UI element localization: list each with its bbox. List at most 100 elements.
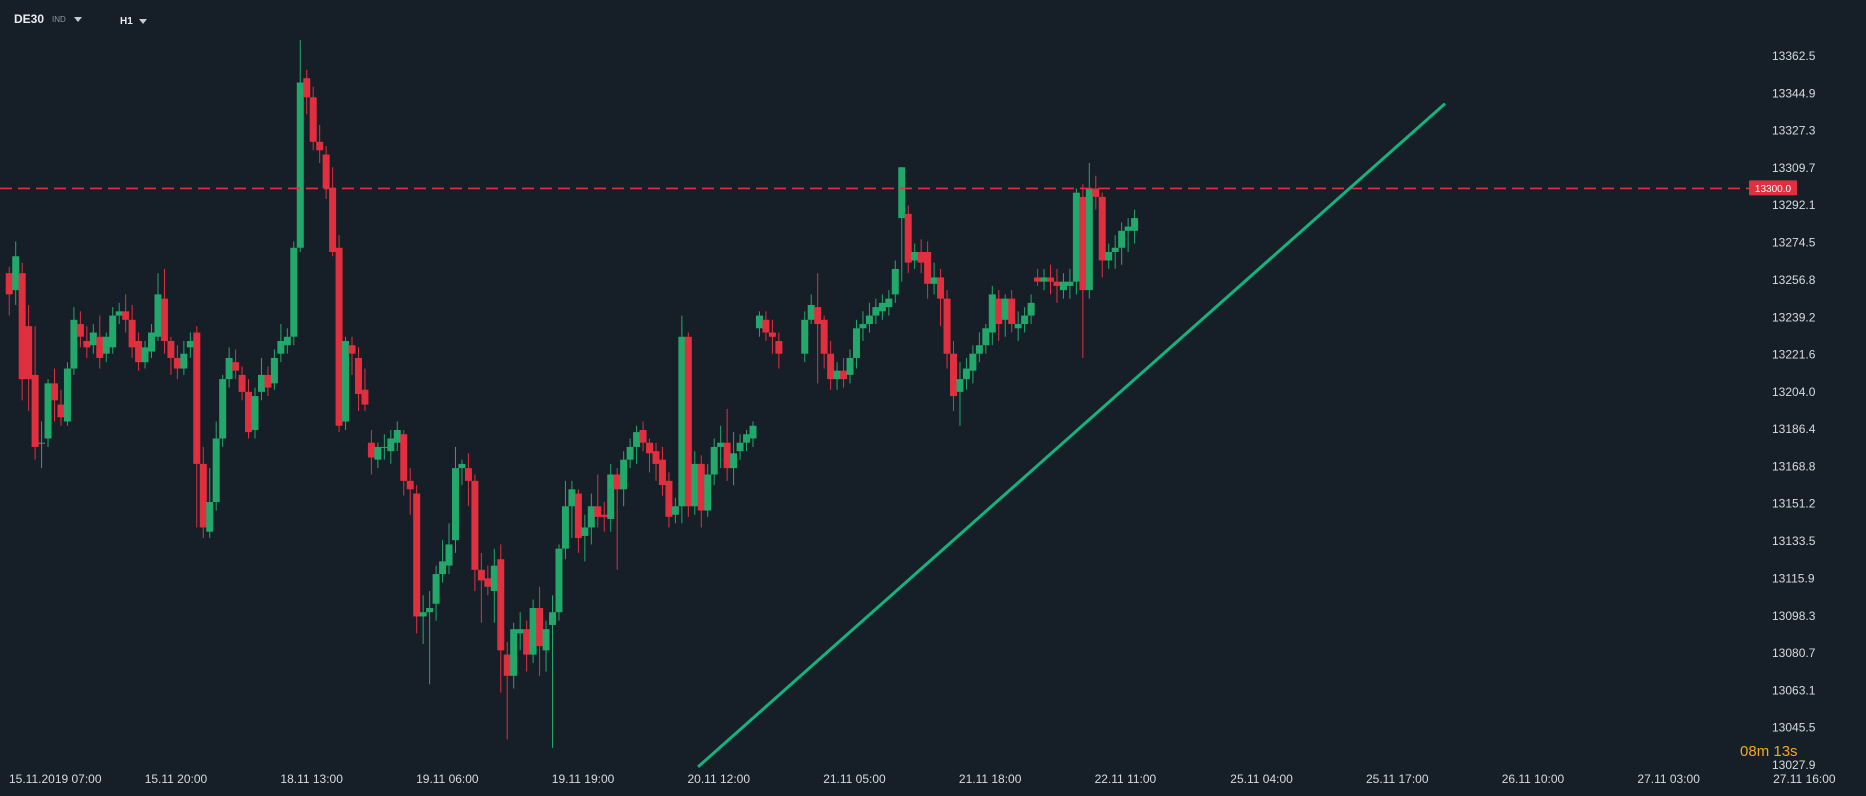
candle [1079,184,1087,358]
candle [361,368,369,411]
candle [1124,218,1132,253]
candle-body [691,463,699,507]
candle [167,336,175,375]
candle-body [76,324,84,337]
candle-body [529,607,537,655]
candle [251,387,259,439]
candle-body [277,340,285,354]
candle [717,425,725,469]
candle [63,362,71,426]
candle [1072,188,1080,295]
candle-body [5,273,13,295]
candle-body [762,319,770,333]
y-tick-label: 13239.2 [1772,310,1816,324]
y-tick-label: 13274.5 [1772,235,1816,249]
candle-body [755,315,763,329]
candle-body [607,474,615,519]
candle-body [937,277,945,299]
candle [1111,235,1119,269]
candle-body [581,527,589,536]
candle-body [1111,247,1119,253]
candle-body [891,268,899,295]
candle [83,326,91,358]
candle [270,349,278,390]
candle-body [1131,218,1139,231]
x-tick-label: 25.11 17:00 [1366,772,1429,786]
candle [219,374,227,447]
candle [827,340,835,390]
candle-body [658,459,666,486]
candle-body [516,629,524,634]
candle [911,243,919,269]
candle-body [451,468,459,541]
candle-body [723,442,731,469]
candle [704,463,712,517]
candle-body [1059,281,1067,291]
candle [730,432,738,486]
candle-body [652,451,660,464]
candle [529,599,537,664]
candle-body [257,374,265,392]
timeframe-selector[interactable]: H1 [114,12,153,30]
candle [277,324,285,363]
candle [115,302,123,325]
candle-body [419,612,427,617]
candle-body [212,438,220,503]
candle-body [342,340,350,422]
candle-body [102,336,110,354]
candle [238,366,246,401]
candle-body [458,463,466,469]
candle [658,446,666,496]
candle-body [400,434,408,481]
candle [57,389,65,426]
candle-body [988,294,996,333]
x-tick-label: 15.11.2019 07:00 [9,772,102,786]
candle-body [684,336,692,507]
x-tick-label: 27.11 16:00 [1773,772,1836,786]
candle-body [878,302,886,312]
candle-body [1079,196,1087,291]
candle-body [173,357,181,369]
candle-body [1098,196,1106,261]
x-tick-label: 19.11 06:00 [416,772,479,786]
candle [348,336,356,375]
candle [413,485,421,634]
y-tick-label: 13115.9 [1772,572,1815,586]
candle [122,294,130,333]
candle-body [115,311,123,316]
candle-body [109,315,117,348]
candle [12,241,20,305]
candle-body [995,298,1003,325]
symbol-selector[interactable]: DE30 IND [14,12,82,26]
candle [342,336,350,430]
candle [755,311,763,337]
candle [503,641,511,740]
candle-body [704,474,712,511]
candle [264,366,272,397]
candle [1131,209,1139,244]
candle [846,349,854,384]
candle-body [1047,277,1055,282]
candle [633,425,641,464]
candle [173,345,181,380]
candle [820,315,828,369]
candle-body [1053,281,1061,286]
candle [25,304,33,411]
candle-body [820,319,828,354]
candle-body [122,311,130,320]
candle-body [51,383,59,401]
candle [516,612,524,651]
candle [652,442,660,481]
candle-body [911,252,919,261]
candle-body [898,167,906,219]
x-tick-label: 19.11 19:00 [552,772,615,786]
candle-body [296,82,304,248]
time-axis: 15.11.2019 07:00 15.11 20:00 18.11 13:00 19… [9,772,1836,786]
candle [691,451,699,515]
candle-body [232,362,240,371]
candle [387,429,395,464]
candle [710,438,718,486]
candle-body [445,544,453,566]
countdown-minutes-unit: m [1756,743,1770,760]
